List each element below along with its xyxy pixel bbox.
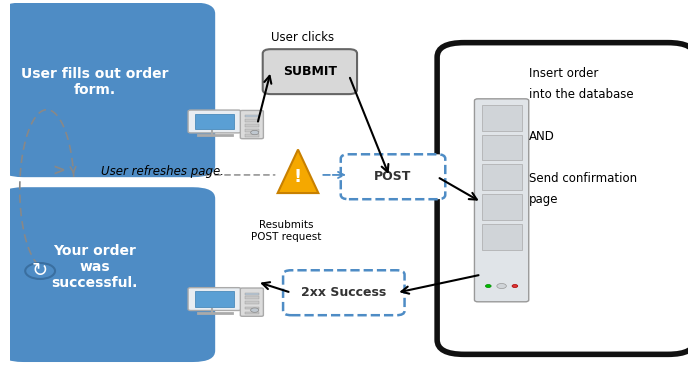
Text: 2xx Success: 2xx Success [301, 286, 386, 299]
Circle shape [251, 130, 259, 135]
Bar [482, 105, 522, 131]
Text: Resubmits
POST request: Resubmits POST request [252, 220, 321, 242]
Text: POST: POST [375, 170, 412, 183]
Text: ↻: ↻ [32, 262, 48, 280]
Text: !: ! [294, 167, 302, 185]
Circle shape [497, 283, 507, 289]
Text: Insert order
into the database

AND

Send confirmation
page: Insert order into the database AND Send … [529, 67, 637, 206]
Circle shape [512, 284, 518, 287]
Bar [482, 164, 522, 190]
Circle shape [25, 263, 55, 279]
Bar [245, 115, 258, 117]
Bar [195, 114, 234, 129]
Bar [245, 301, 258, 304]
Bar [482, 224, 522, 250]
FancyBboxPatch shape [188, 110, 241, 133]
Text: SUBMIT: SUBMIT [283, 65, 337, 78]
Bar [245, 124, 258, 127]
Text: User fills out order
form.: User fills out order form. [21, 67, 168, 97]
Text: User refreshes page.: User refreshes page. [101, 165, 224, 178]
Bar [195, 291, 234, 307]
FancyBboxPatch shape [188, 288, 241, 311]
FancyBboxPatch shape [263, 49, 357, 94]
Text: User clicks: User clicks [271, 31, 334, 44]
FancyBboxPatch shape [341, 154, 445, 199]
Bar [245, 312, 258, 315]
Text: >: > [52, 164, 65, 179]
Bar [245, 134, 258, 137]
Polygon shape [278, 149, 319, 193]
Bar [245, 307, 258, 309]
FancyBboxPatch shape [0, 1, 216, 178]
FancyBboxPatch shape [0, 186, 216, 364]
Circle shape [486, 284, 491, 287]
Bar [245, 293, 258, 295]
Circle shape [251, 308, 259, 312]
FancyBboxPatch shape [283, 270, 404, 315]
FancyBboxPatch shape [475, 99, 529, 302]
FancyBboxPatch shape [240, 288, 263, 316]
Bar [482, 135, 522, 160]
Bar [245, 296, 258, 299]
Bar [245, 129, 258, 132]
Bar [245, 119, 258, 122]
Bar [482, 194, 522, 220]
FancyBboxPatch shape [240, 110, 263, 139]
FancyBboxPatch shape [437, 43, 691, 354]
Text: Your order
was
successful.: Your order was successful. [51, 244, 138, 290]
